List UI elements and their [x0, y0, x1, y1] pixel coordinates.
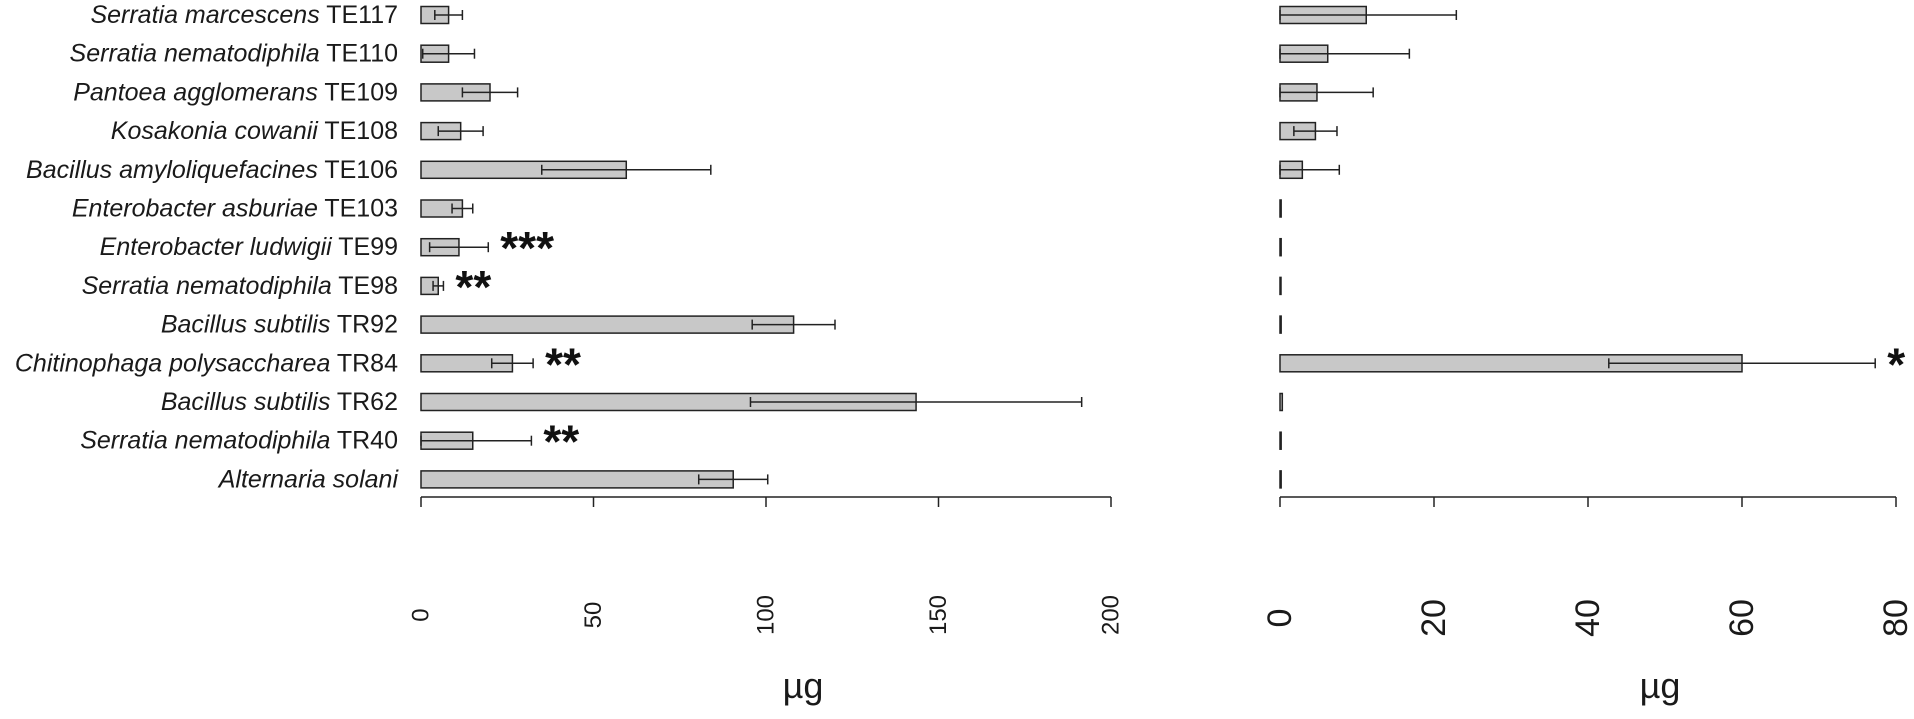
- x-tick-label: 80: [1877, 599, 1914, 637]
- x-tick-label: 60: [1723, 599, 1761, 637]
- x-tick-label: 20: [1415, 599, 1453, 637]
- x-tick-label: 40: [1569, 599, 1607, 637]
- error-bar: [490, 358, 534, 369]
- significance-marker: **: [545, 338, 581, 390]
- species-name: Alternaria solani: [217, 465, 400, 493]
- bar: [1279, 392, 1284, 412]
- category-label: Serratia nematodiphila TE110: [70, 40, 398, 68]
- strain-id: TR92: [330, 311, 398, 339]
- category-label: Serratia marcescens TE117: [90, 1, 398, 29]
- error-bar: [421, 48, 476, 59]
- error-bar: [1279, 10, 1458, 20]
- category-label: Bacillus subtilis TR62: [161, 388, 398, 416]
- error-bar: [1279, 48, 1411, 59]
- species-name: Serratia marcescens: [90, 1, 319, 29]
- strain-id: TR62: [330, 388, 398, 416]
- strain-id: TE117: [320, 1, 398, 29]
- x-axis: 0 20 40 60 80: [1261, 496, 1914, 637]
- bar: [1279, 315, 1282, 334]
- species-name: Chitinophaga polysaccharea: [15, 349, 331, 377]
- species-name: Enterobacter asburiae: [72, 195, 318, 223]
- error-bar: [541, 164, 712, 175]
- species-name: Bacillus amyloliquefacines: [26, 156, 318, 184]
- bar: [420, 470, 734, 489]
- strain-id: TE98: [332, 272, 398, 300]
- error-bar: [434, 10, 464, 20]
- species-name: Serratia nematodiphila: [80, 427, 330, 455]
- error-bar: [1293, 126, 1338, 137]
- species-name: Bacillus subtilis: [161, 311, 331, 339]
- category-label: Enterobacter ludwigii TE99: [100, 233, 398, 261]
- strain-id: TE109: [318, 78, 398, 106]
- error-bar: [751, 319, 836, 330]
- strain-id: TE108: [318, 117, 398, 145]
- strain-id: TE110: [320, 40, 398, 68]
- error-bar: [1608, 358, 1876, 369]
- x-tick-label: 0: [1261, 609, 1299, 628]
- species-name: Pantoea agglomerans: [73, 78, 318, 106]
- bar: [1279, 199, 1282, 218]
- error-bar: [1279, 164, 1341, 175]
- x-tick-label: 50: [580, 602, 607, 629]
- error-bar: [428, 242, 490, 253]
- species-name: Serratia nematodiphila: [82, 272, 332, 300]
- strain-id: TE103: [318, 195, 398, 223]
- bar: [1279, 237, 1282, 257]
- error-bar: [432, 280, 445, 291]
- right-chart-panel: * 0 20 40 60 80 µg: [1261, 5, 1914, 706]
- bar: [420, 315, 795, 334]
- x-axis-label: µg: [783, 665, 824, 706]
- strain-id: TE99: [332, 233, 398, 261]
- bar: [1279, 276, 1282, 296]
- strain-id: TR40: [330, 427, 398, 455]
- x-tick-label: 200: [1098, 595, 1125, 635]
- category-label: Bacillus amyloliquefacines TE106: [26, 156, 398, 184]
- error-bar: [749, 397, 1083, 407]
- x-axis-label: µg: [1640, 665, 1681, 706]
- error-bar: [437, 126, 484, 137]
- x-tick-label: 0: [408, 608, 435, 621]
- category-label: Serratia nematodiphila TE98: [82, 272, 398, 300]
- category-label: Alternaria solani: [217, 465, 400, 493]
- significance-marker: **: [455, 261, 491, 313]
- x-tick-label: 100: [753, 595, 780, 635]
- category-label: Serratia nematodiphila TR40: [80, 427, 398, 455]
- category-label: Enterobacter asburiae TE103: [72, 195, 398, 223]
- error-bar: [697, 474, 769, 485]
- bar: [1279, 470, 1282, 489]
- bar: [1279, 431, 1282, 450]
- significance-marker: *: [1887, 338, 1905, 390]
- significance-marker: ***: [500, 222, 554, 274]
- strain-id: TE106: [318, 156, 398, 184]
- x-axis: 0 50 100 150 200: [408, 496, 1125, 635]
- category-label: Chitinophaga polysaccharea TR84: [15, 349, 398, 377]
- species-name: Kosakonia cowanii: [111, 117, 320, 145]
- category-label: Bacillus subtilis TR92: [161, 311, 398, 339]
- error-bar: [461, 87, 519, 98]
- species-name: Serratia nematodiphila: [70, 40, 320, 68]
- error-bar: [451, 203, 474, 214]
- category-label: Kosakonia cowanii TE108: [111, 117, 398, 145]
- category-label: Pantoea agglomerans TE109: [73, 78, 398, 106]
- strain-id: TR84: [330, 349, 398, 377]
- species-name: Bacillus subtilis: [161, 388, 331, 416]
- x-tick-label: 150: [925, 595, 952, 635]
- significance-marker: **: [543, 416, 579, 468]
- error-bar: [1279, 87, 1374, 98]
- species-name: Enterobacter ludwigii: [100, 233, 334, 261]
- error-bar: [420, 435, 533, 446]
